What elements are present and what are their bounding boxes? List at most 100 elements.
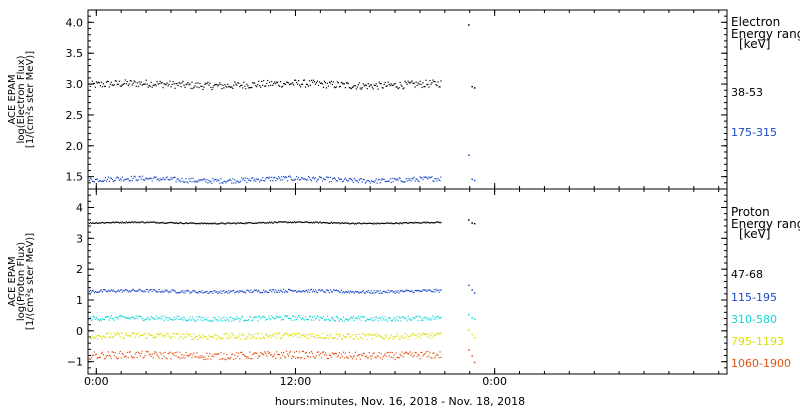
data-point bbox=[326, 357, 328, 360]
data-point bbox=[253, 290, 255, 292]
data-point bbox=[153, 289, 155, 291]
data-point bbox=[382, 318, 384, 320]
data-point bbox=[107, 176, 109, 178]
data-point bbox=[148, 290, 150, 292]
data-point bbox=[168, 179, 170, 181]
y-axis-label: ACE EPAM bbox=[7, 74, 18, 124]
data-point bbox=[403, 222, 405, 224]
data-point bbox=[261, 291, 263, 294]
data-point bbox=[291, 319, 293, 321]
data-point bbox=[295, 334, 297, 336]
y-tick-label: 3.0 bbox=[66, 78, 84, 91]
data-point bbox=[140, 178, 142, 180]
data-point bbox=[207, 358, 209, 360]
data-point bbox=[372, 223, 374, 225]
data-point bbox=[385, 355, 387, 357]
data-point bbox=[172, 333, 174, 335]
data-point bbox=[115, 221, 117, 223]
data-point bbox=[396, 291, 398, 294]
data-point bbox=[132, 222, 134, 224]
data-point bbox=[270, 319, 272, 321]
data-point bbox=[203, 292, 205, 294]
data-point bbox=[288, 176, 290, 178]
data-point bbox=[184, 336, 186, 338]
data-point bbox=[421, 86, 423, 89]
data-point bbox=[317, 289, 320, 291]
data-point bbox=[265, 352, 267, 354]
data-point bbox=[393, 177, 395, 180]
data-point bbox=[431, 357, 433, 359]
data-point bbox=[268, 291, 270, 293]
data-point bbox=[300, 221, 303, 224]
data-point bbox=[313, 222, 316, 224]
data-point bbox=[183, 181, 185, 183]
data-point bbox=[289, 84, 291, 86]
data-point bbox=[115, 356, 117, 358]
data-point bbox=[345, 82, 347, 84]
data-point bbox=[311, 352, 314, 355]
data-point bbox=[354, 179, 356, 181]
data-point bbox=[194, 85, 196, 87]
data-point bbox=[137, 315, 139, 317]
data-point bbox=[283, 288, 285, 290]
data-point bbox=[123, 222, 125, 224]
data-point bbox=[95, 316, 97, 318]
data-point bbox=[233, 222, 235, 224]
data-point bbox=[332, 353, 334, 355]
data-point bbox=[335, 86, 337, 88]
data-point bbox=[361, 355, 363, 357]
data-point bbox=[300, 319, 303, 321]
data-point bbox=[468, 284, 470, 287]
data-point bbox=[340, 338, 342, 340]
data-point bbox=[355, 180, 357, 182]
data-point bbox=[431, 332, 433, 334]
data-point bbox=[435, 178, 437, 180]
data-point bbox=[381, 316, 383, 318]
data-point bbox=[401, 335, 403, 337]
data-point bbox=[281, 319, 283, 321]
data-point bbox=[182, 80, 184, 82]
data-point bbox=[156, 318, 158, 320]
data-point bbox=[261, 333, 263, 335]
data-point bbox=[142, 319, 144, 321]
data-point bbox=[369, 334, 371, 336]
data-point bbox=[437, 354, 439, 356]
data-point bbox=[171, 178, 173, 180]
data-point bbox=[279, 332, 281, 334]
data-point bbox=[237, 180, 239, 182]
data-point bbox=[393, 291, 395, 293]
data-point bbox=[261, 222, 263, 224]
data-point bbox=[146, 337, 148, 339]
data-point bbox=[147, 222, 149, 224]
data-point bbox=[252, 222, 254, 225]
data-point bbox=[218, 179, 220, 182]
data-point bbox=[231, 290, 233, 292]
data-point bbox=[251, 177, 253, 179]
data-point bbox=[282, 335, 284, 337]
data-point bbox=[96, 82, 98, 84]
data-point bbox=[358, 222, 360, 224]
data-point bbox=[176, 292, 178, 294]
data-point bbox=[310, 319, 313, 321]
data-point bbox=[103, 222, 105, 224]
data-point bbox=[212, 178, 214, 180]
data-point bbox=[186, 332, 188, 334]
data-point bbox=[417, 290, 419, 292]
data-point bbox=[313, 336, 316, 338]
data-point bbox=[272, 356, 274, 358]
data-point bbox=[440, 80, 442, 82]
data-point bbox=[266, 177, 268, 179]
data-point bbox=[404, 290, 406, 292]
data-point bbox=[372, 292, 374, 294]
data-point bbox=[217, 292, 219, 295]
data-point bbox=[149, 319, 151, 321]
data-point bbox=[177, 178, 179, 180]
data-point bbox=[406, 352, 408, 354]
data-point bbox=[189, 222, 191, 224]
data-point bbox=[367, 83, 369, 85]
data-point bbox=[276, 81, 278, 83]
data-point bbox=[331, 222, 333, 224]
data-point bbox=[112, 335, 114, 337]
data-point bbox=[214, 84, 216, 86]
data-point bbox=[201, 179, 203, 181]
